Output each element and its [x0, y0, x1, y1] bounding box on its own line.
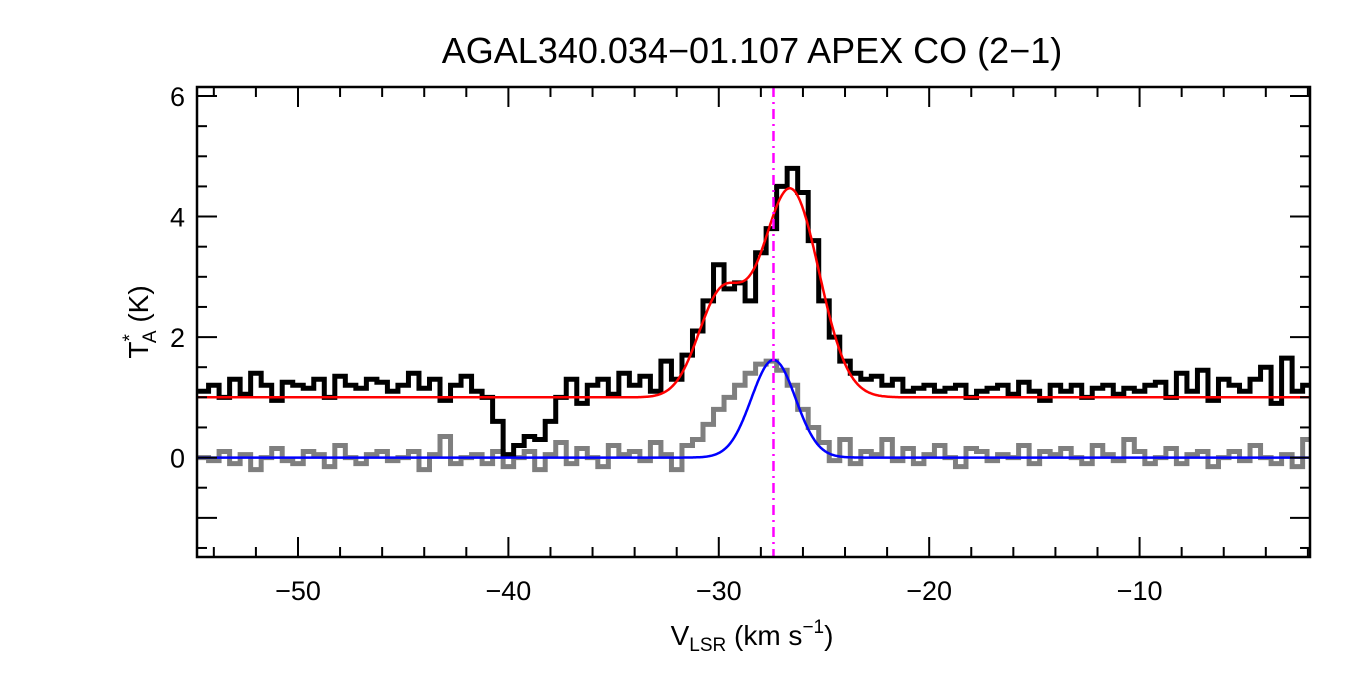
x-tick-label: −10 — [1117, 576, 1163, 606]
chart-title: AGAL340.034−01.107 APEX CO (2−1) — [442, 30, 1062, 71]
x-tick-label: −30 — [696, 576, 742, 606]
y-tick-label: 0 — [170, 444, 185, 474]
y-tick-label: 2 — [170, 323, 185, 353]
fit-curve-blue — [197, 358, 1310, 459]
x-tick-label: −20 — [906, 576, 952, 606]
x-tick-label: −50 — [275, 576, 321, 606]
series-spectrum-gray — [198, 358, 1310, 473]
x-tick-label: −40 — [485, 576, 531, 606]
plot-area: −50 −40 −30 −20 −10 0 2 4 6 — [170, 82, 1312, 606]
y-tick-label: 6 — [170, 82, 185, 112]
series-spectrum-black — [198, 165, 1310, 458]
plot-frame — [195, 85, 1312, 559]
y-tick-label: 4 — [170, 203, 185, 233]
y-axis-title: T*A (K) — [120, 285, 161, 358]
x-axis-title: VLSR (km s−1) — [671, 617, 834, 656]
fit-curve-red — [197, 187, 1310, 399]
